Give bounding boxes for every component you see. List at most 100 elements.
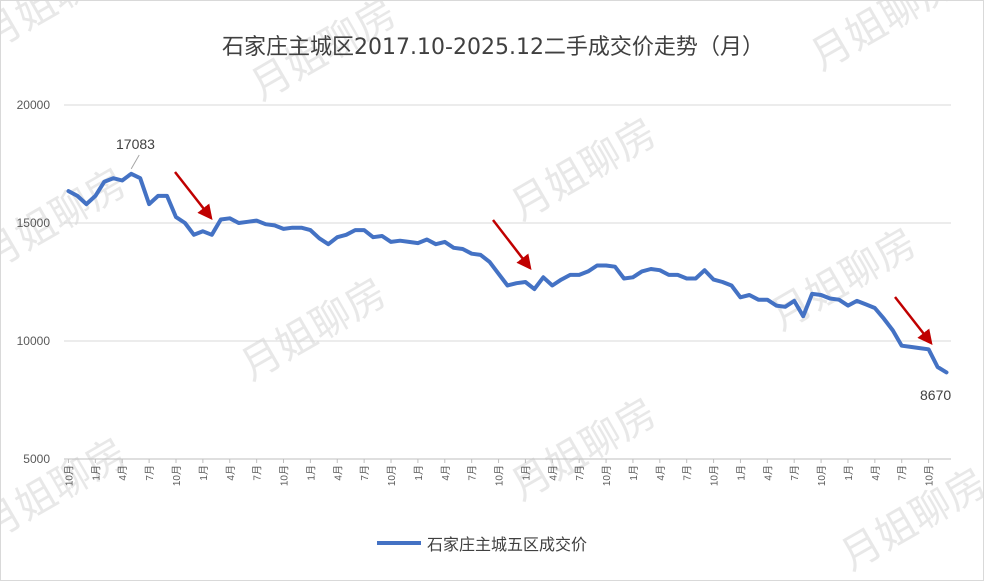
x-tick-label: 10月 xyxy=(63,465,75,486)
trend-arrow xyxy=(492,219,532,270)
x-tick-label: 7月 xyxy=(897,465,909,481)
data-point xyxy=(578,273,581,277)
data-point xyxy=(488,260,491,264)
gridlines xyxy=(64,104,951,460)
data-point xyxy=(389,240,393,244)
data-point xyxy=(452,246,455,249)
watermark-text: 月姐聊房 xyxy=(233,270,395,390)
data-point xyxy=(855,299,859,303)
data-point xyxy=(246,220,249,223)
data-point xyxy=(604,264,608,267)
series-layer xyxy=(66,171,949,375)
legend-swatch xyxy=(377,541,421,545)
data-point xyxy=(873,306,876,310)
x-tick-label: 7月 xyxy=(144,465,156,481)
chart-title: 石家庄主城区2017.10-2025.12二手成交价走势（月） xyxy=(222,35,764,60)
x-tick-label: 4月 xyxy=(225,465,237,481)
data-point xyxy=(757,298,760,301)
data-point xyxy=(228,217,231,220)
watermark-text: 月姐聊房 xyxy=(763,220,925,340)
data-point xyxy=(622,277,626,280)
data-point xyxy=(551,284,554,287)
data-point xyxy=(595,264,599,267)
y-tick-label: 15000 xyxy=(17,216,51,230)
data-point xyxy=(434,243,437,246)
data-point xyxy=(237,221,240,225)
data-point xyxy=(586,270,590,273)
data-point xyxy=(560,278,563,281)
data-point xyxy=(864,303,868,306)
data-point xyxy=(425,238,429,241)
data-point xyxy=(354,228,357,232)
x-tick-label: 1月 xyxy=(735,465,747,481)
data-point xyxy=(613,265,617,268)
y-tick-label: 20000 xyxy=(17,98,51,112)
x-tick-label: 7月 xyxy=(252,465,264,481)
data-point xyxy=(192,233,196,236)
data-point xyxy=(85,202,88,206)
data-point xyxy=(730,284,733,287)
data-point xyxy=(802,315,805,318)
data-point xyxy=(165,194,169,198)
data-point xyxy=(130,172,133,175)
x-tick-label: 4月 xyxy=(332,465,344,481)
data-point xyxy=(380,234,384,238)
data-point xyxy=(819,293,823,297)
data-point xyxy=(694,277,697,280)
x-tick-label: 4月 xyxy=(440,465,452,481)
data-point xyxy=(569,273,572,277)
data-point xyxy=(219,218,222,221)
data-point xyxy=(416,241,420,245)
data-point xyxy=(721,280,724,284)
data-point xyxy=(121,179,124,182)
data-point xyxy=(810,292,814,295)
data-point xyxy=(676,273,679,277)
x-tick-label: 10月 xyxy=(279,465,291,486)
x-tick-label: 4月 xyxy=(762,465,774,481)
x-tick-label: 1月 xyxy=(198,465,210,481)
data-point xyxy=(667,273,670,277)
data-point xyxy=(470,252,473,255)
data-point xyxy=(631,276,635,279)
trend-arrow xyxy=(894,296,933,345)
x-tick-label: 7月 xyxy=(574,465,586,481)
data-point xyxy=(909,345,912,349)
data-point xyxy=(183,221,187,225)
data-point xyxy=(327,243,330,246)
data-point xyxy=(318,237,321,240)
legend: 石家庄主城五区成交价 xyxy=(377,531,587,555)
x-tick-label: 10月 xyxy=(386,465,398,486)
x-tick-label: 10月 xyxy=(709,465,721,486)
data-point xyxy=(882,317,885,320)
data-point xyxy=(156,194,160,198)
data-point xyxy=(739,296,742,299)
x-tick-label: 7月 xyxy=(359,465,371,481)
data-point xyxy=(309,228,312,232)
data-point xyxy=(210,233,213,236)
data-point xyxy=(336,236,339,239)
data-point xyxy=(506,284,509,287)
x-tick-label: 1月 xyxy=(628,465,640,481)
data-point xyxy=(497,272,500,275)
data-point xyxy=(784,305,787,308)
data-point xyxy=(524,280,527,284)
x-tick-label: 1月 xyxy=(520,465,532,481)
data-point xyxy=(103,180,106,183)
data-point xyxy=(282,227,285,231)
x-tick-label: 10月 xyxy=(171,465,183,486)
data-point xyxy=(67,189,70,193)
data-label-peak: 17083 xyxy=(116,136,155,152)
y-axis-ticks: 5000 10000 15000 20000 xyxy=(17,98,51,466)
data-point xyxy=(407,240,411,244)
x-tick-label: 1月 xyxy=(90,465,102,481)
data-point xyxy=(927,348,930,351)
x-tick-label: 1月 xyxy=(413,465,425,481)
y-tick-label: 10000 xyxy=(17,334,51,348)
data-point xyxy=(94,194,97,198)
watermark-text: 月姐聊房 xyxy=(503,110,665,230)
data-point xyxy=(828,297,832,300)
data-point xyxy=(748,293,751,297)
x-tick-label: 4月 xyxy=(547,465,559,481)
